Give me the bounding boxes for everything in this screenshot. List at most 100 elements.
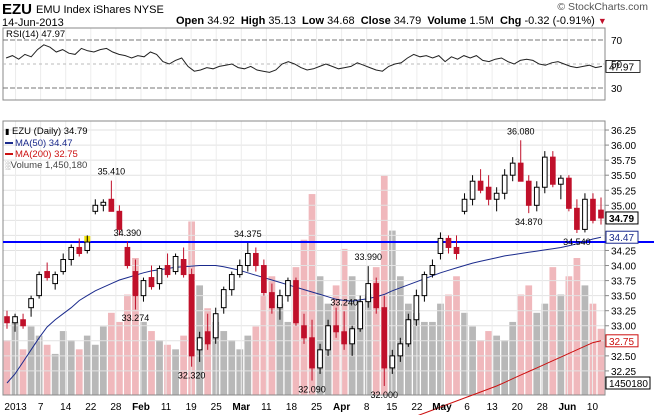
volume-bars-icon: ░	[5, 161, 11, 170]
price-annotation: 35.410	[98, 167, 126, 177]
candle-body	[28, 298, 34, 309]
high-label: High	[240, 15, 266, 27]
volume-bar	[469, 326, 476, 395]
volume-bar	[581, 285, 589, 395]
candle-body	[325, 325, 331, 351]
rsi-tick-label: 30	[611, 84, 623, 95]
price-panel	[3, 140, 654, 415]
volume-bar	[148, 331, 155, 395]
candle-body	[590, 198, 596, 221]
candle-body	[188, 274, 195, 357]
candle-body	[20, 319, 26, 327]
candle-body	[582, 198, 588, 230]
x-tick-label: 25	[311, 402, 323, 413]
volume-bar	[51, 353, 59, 395]
volume-bar	[445, 294, 452, 395]
candle-body	[172, 255, 179, 273]
price-tick-label: 32.50	[611, 352, 636, 363]
candle-icon: ▮	[5, 127, 10, 136]
candle-body	[212, 313, 219, 339]
open-value: 34.92	[207, 15, 235, 27]
candle-body	[156, 268, 163, 285]
candle-body	[244, 252, 251, 267]
rsi-panel: RSI(14) 47.97 47.97	[3, 29, 641, 89]
ma200-last-value: 32.75	[609, 337, 634, 348]
volume-bar	[220, 331, 228, 395]
candle-body	[301, 325, 307, 339]
x-tick-label: 22	[411, 402, 423, 413]
candle-body	[549, 156, 556, 185]
price-annotation: 36.080	[507, 126, 535, 136]
candle-body	[236, 265, 243, 276]
stockcharts-credit[interactable]: © StockCharts.com	[557, 1, 648, 13]
volume-bar	[477, 340, 484, 395]
price-tick-label: 33.50	[611, 292, 636, 303]
x-tick-label: Apr	[333, 402, 350, 413]
rsi-tick-label: 50	[611, 60, 623, 71]
volume-bar	[509, 321, 517, 395]
x-tick-label: 20	[512, 402, 524, 413]
volume-bar	[573, 258, 581, 395]
down-arrow-icon: ▼	[597, 16, 607, 26]
x-tick-label: Mar	[232, 402, 250, 413]
x-tick-label: 14	[60, 402, 72, 413]
x-tick-label: 6	[464, 402, 470, 413]
candle-body	[76, 246, 83, 254]
candle-body	[493, 192, 500, 200]
candle-body	[421, 274, 428, 297]
candle-body	[108, 198, 115, 212]
legend-ma50: MA(50) 34.47	[5, 138, 73, 149]
rsi-tick-label: 70	[611, 36, 623, 47]
volume-last-value: 1450180	[609, 379, 648, 390]
candle-body	[566, 177, 572, 209]
ma50-swatch	[5, 142, 13, 145]
volume-bar	[83, 335, 91, 395]
x-tick-label: 7	[38, 402, 44, 413]
candle-body	[317, 349, 323, 369]
volume-bar	[453, 276, 460, 395]
volume-bar	[493, 335, 501, 395]
volume-bar	[164, 344, 171, 395]
volume-bar	[276, 303, 284, 395]
candle-body	[228, 274, 235, 291]
legend-volume: ░Volume 1,450,180	[5, 160, 87, 171]
volume-bar	[11, 321, 19, 395]
high-value: 35.13	[268, 15, 296, 27]
candle-body	[132, 271, 139, 297]
candle-body	[558, 177, 564, 185]
x-tick-label: 8	[364, 402, 370, 413]
candle-body	[429, 265, 436, 276]
low-label: Low	[302, 15, 325, 27]
price-tick-label: 34.00	[611, 262, 636, 273]
volume-bar	[228, 340, 236, 395]
candle-body	[437, 237, 444, 254]
candle-body	[164, 265, 171, 276]
candle-body	[598, 209, 604, 219]
volume-bar	[396, 276, 404, 395]
volume-bar	[437, 303, 444, 395]
candle-body	[196, 337, 203, 351]
candle-body	[124, 246, 131, 267]
volume-bar	[180, 335, 187, 395]
volume-bar	[380, 175, 388, 395]
volume-bar	[541, 303, 549, 395]
candle-body	[269, 292, 275, 309]
candle-body	[52, 274, 59, 285]
candle-body	[285, 280, 291, 297]
x-tick-label: Jun	[558, 402, 576, 413]
price-annotation: 33.990	[354, 252, 382, 262]
price-annotation: 34.390	[114, 228, 142, 238]
last-price-value: 34.79	[609, 214, 634, 225]
candle-body	[309, 337, 315, 369]
candle-body	[365, 283, 372, 303]
price-annotation: 32.090	[298, 385, 326, 395]
candle-body	[405, 319, 412, 345]
volume-bar	[268, 276, 276, 395]
last-price-tag	[605, 211, 639, 225]
price-annotation: 34.870	[515, 217, 543, 227]
candle-body	[373, 283, 380, 309]
candle-body	[477, 180, 484, 191]
ma200-line	[417, 340, 602, 415]
volume-value: 1.5M	[469, 15, 494, 27]
